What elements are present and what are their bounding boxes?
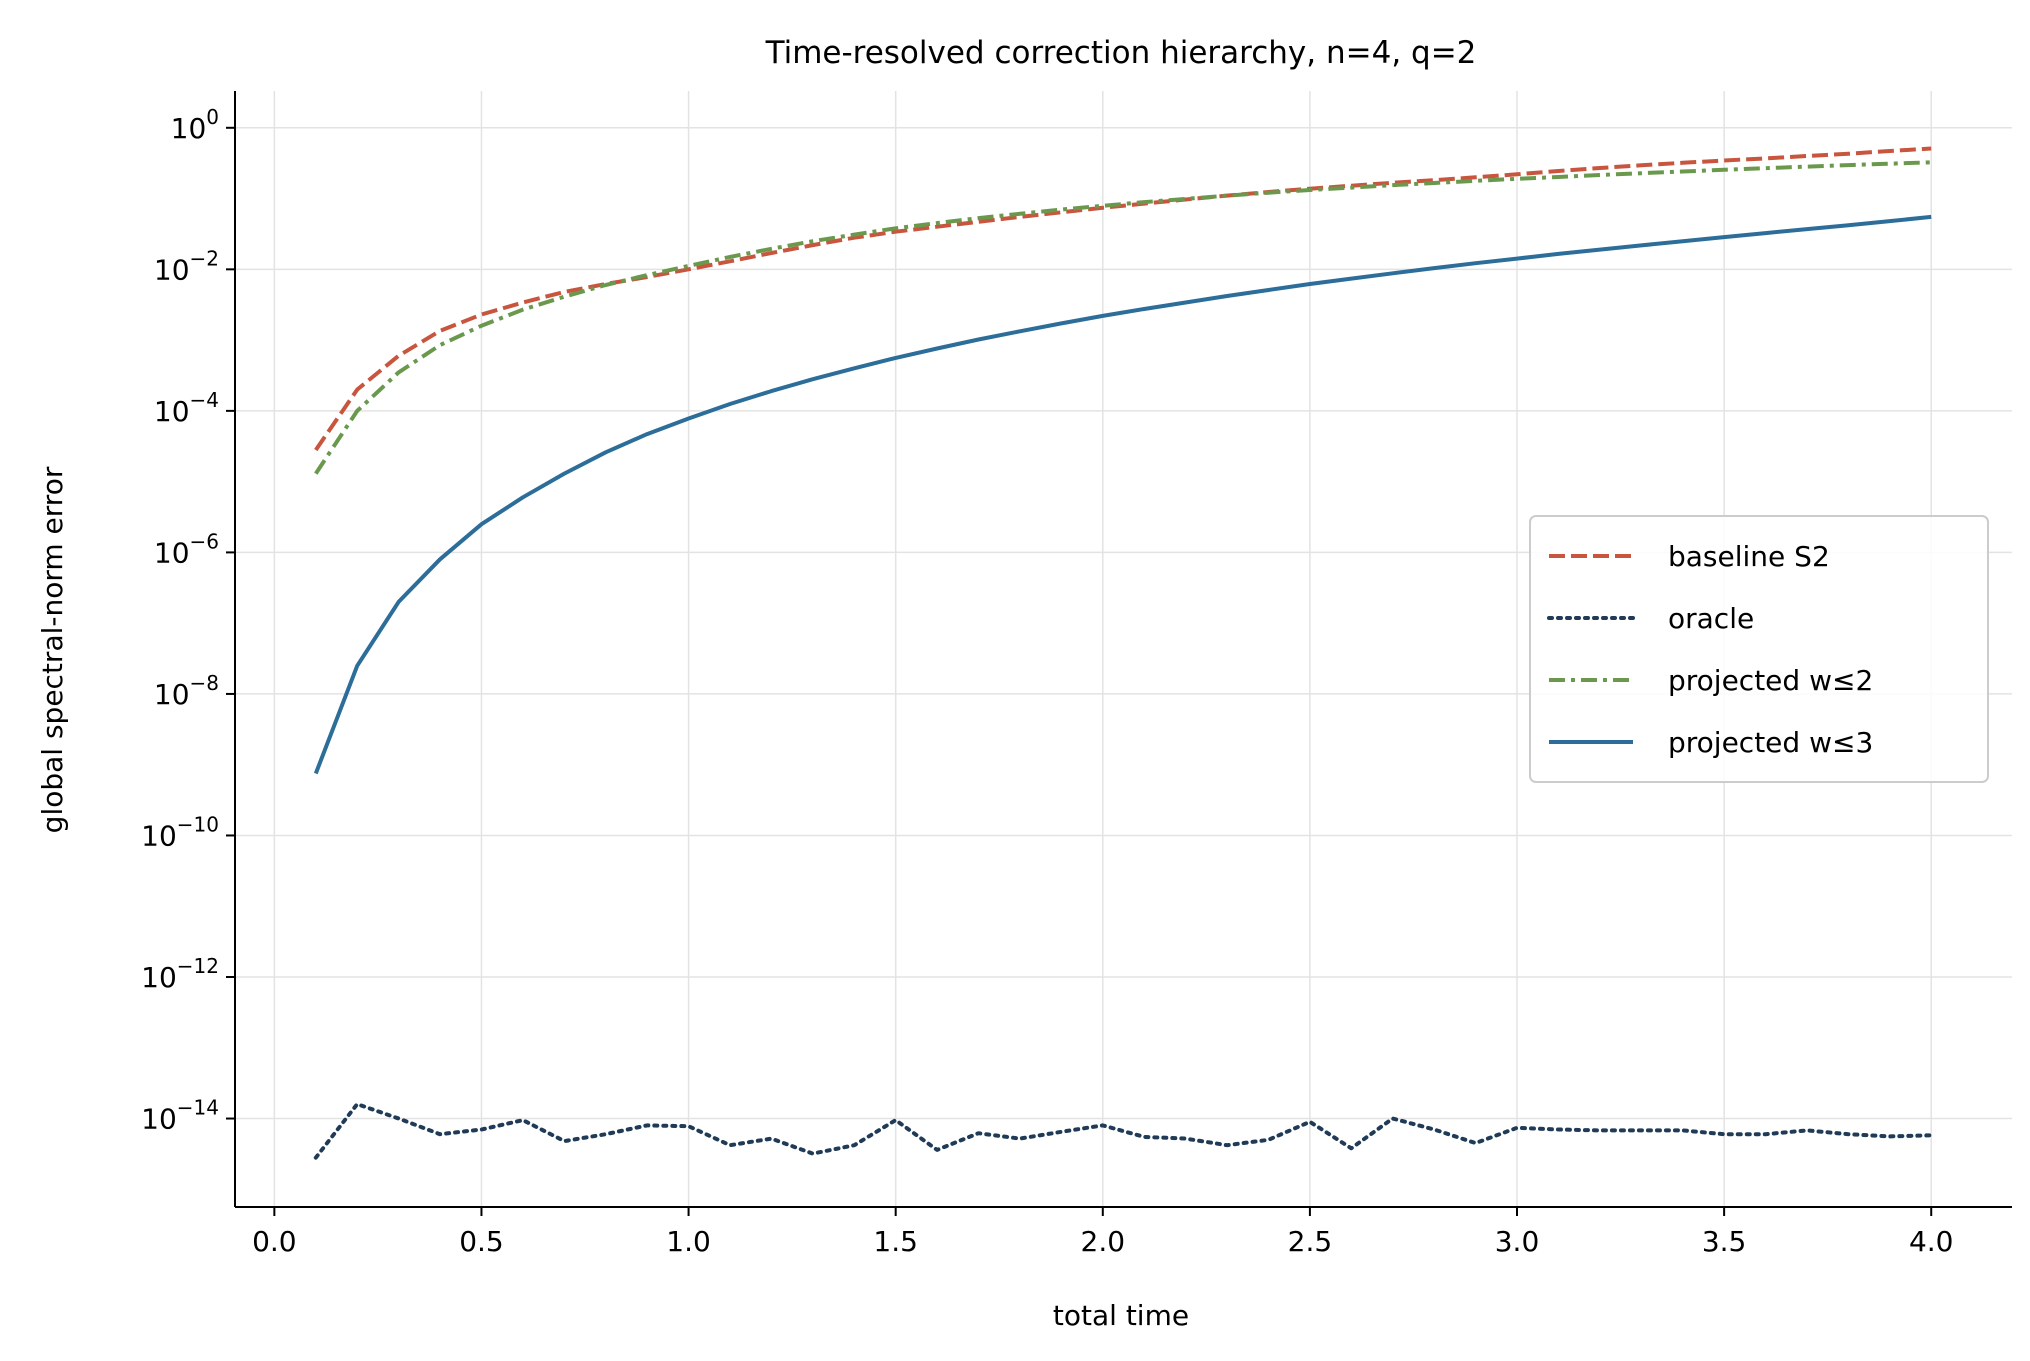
- x-tick-label: 0.0: [252, 1225, 297, 1258]
- x-tick-label: 2.0: [1081, 1225, 1126, 1258]
- y-tick-label: 10−14: [141, 1096, 219, 1136]
- legend-label: baseline S2: [1668, 540, 1830, 573]
- y-tick-label: 10−10: [141, 812, 219, 852]
- x-ticks: 0.0 0.5 1.0 1.5 2.0 2.5 3.0 3.5 4.0: [252, 1207, 1953, 1258]
- y-tick-label: 10−12: [141, 954, 219, 994]
- x-tick-label: 2.5: [1288, 1225, 1333, 1258]
- legend-label: projected w≤2: [1668, 664, 1873, 697]
- y-tick-label: 10−6: [154, 529, 219, 569]
- legend-frame: [1529, 515, 1989, 783]
- series-lines: [313, 146, 1934, 1160]
- y-tick-label: 100: [171, 105, 219, 145]
- axes: [234, 91, 2012, 1208]
- series-line-projected-w-2: [314, 160, 1932, 475]
- x-tick-label: 1.0: [666, 1225, 711, 1258]
- series-line-oracle: [313, 1102, 1934, 1160]
- y-axis-label: global spectral-norm error: [36, 466, 69, 833]
- chart-title: Time-resolved correction hierarchy, n=4,…: [765, 35, 1477, 71]
- x-tick-label: 3.0: [1495, 1225, 1540, 1258]
- legend: baseline S2 oracle projected w≤2 projected …: [1529, 515, 1989, 783]
- series-line-projected-w-3: [313, 214, 1932, 775]
- x-tick-label: 3.5: [1702, 1225, 1747, 1258]
- legend-label: oracle: [1668, 602, 1754, 635]
- x-tick-label: 4.0: [1909, 1225, 1954, 1258]
- y-tick-label: 10−4: [154, 388, 219, 428]
- x-tick-label: 0.5: [459, 1225, 504, 1258]
- x-axis-label: total time: [1053, 1299, 1189, 1332]
- legend-label: projected w≤3: [1668, 726, 1873, 759]
- y-ticks: 100 10−2 10−4 10−6 10−8 10−10 10−12 10−14: [141, 105, 235, 1136]
- y-tick-label: 10−2: [154, 246, 219, 286]
- series-line-baseline-s2: [314, 146, 1932, 452]
- x-tick-label: 1.5: [873, 1225, 918, 1258]
- y-tick-label: 10−8: [154, 671, 219, 711]
